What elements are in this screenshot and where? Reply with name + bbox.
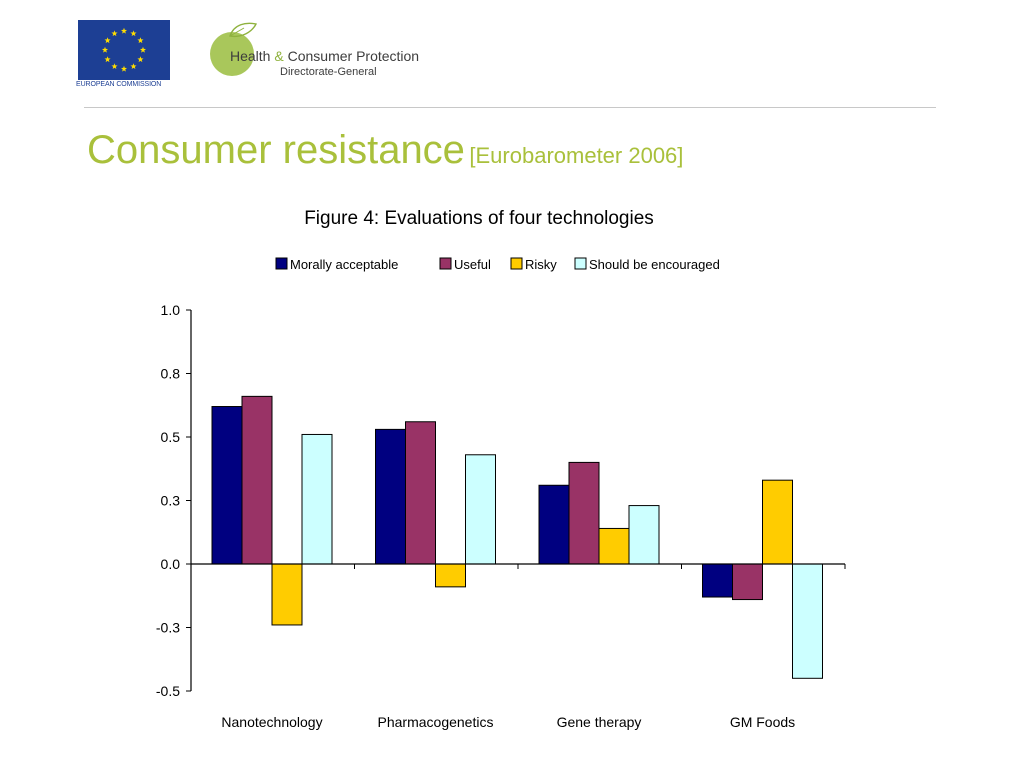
legend-label: Should be encouraged — [589, 257, 720, 272]
bar — [538, 484, 570, 565]
chart-axes: 1.0 0.8 0.5 0.3 0.0 -0.3 -0.5 — [156, 302, 846, 699]
x-tick-label: Gene therapy — [557, 714, 642, 730]
bar — [405, 421, 436, 565]
dg-circle-icon — [210, 32, 254, 76]
legend-label: Morally acceptable — [290, 257, 398, 272]
dg-subtitle: Directorate-General — [280, 66, 377, 78]
chart-bars: Nanotechnology Pharmacogenetics Gene thera… — [211, 395, 823, 730]
eu-flag-icon — [78, 20, 170, 80]
eu-star-icon — [137, 56, 144, 63]
slide-title-main: Consumer resistance — [87, 128, 465, 172]
y-tick-label: 0.5 — [161, 429, 181, 445]
dg-sanco-logo: Health & Consumer Protection Directorate… — [208, 22, 468, 82]
dg-name-health: Health — [230, 48, 271, 64]
leaf-icon — [229, 22, 258, 38]
bar — [271, 563, 303, 626]
eu-stars-icon — [101, 27, 147, 72]
eu-star-icon — [120, 65, 128, 72]
x-tick-label: Pharmacogenetics — [378, 714, 494, 730]
eu-star-icon — [130, 63, 137, 70]
eu-star-icon — [111, 30, 118, 37]
bar — [568, 461, 600, 565]
bar — [465, 454, 496, 565]
bar — [792, 563, 823, 679]
bar — [211, 406, 243, 565]
bar — [435, 563, 466, 588]
legend-label: Risky — [525, 257, 557, 272]
y-tick-label: -0.3 — [156, 620, 180, 636]
eu-star-icon — [104, 37, 111, 44]
y-tick-label: 0.8 — [161, 366, 181, 382]
bar — [628, 505, 660, 565]
eu-star-icon — [139, 46, 147, 53]
eu-star-icon — [137, 37, 144, 44]
eu-star-icon — [104, 56, 111, 63]
eu-star-icon — [130, 30, 137, 37]
chart-legend: Morally acceptable Useful Risky Should be e… — [275, 257, 720, 272]
european-commission-logo: EUROPEAN COMMISSION — [76, 18, 172, 94]
y-tick-label: 1.0 — [161, 302, 181, 318]
legend-swatch — [574, 257, 587, 270]
eu-label: EUROPEAN COMMISSION — [76, 81, 162, 88]
bar — [762, 479, 793, 565]
bar — [375, 428, 406, 565]
eu-star-icon — [111, 63, 118, 70]
bar — [598, 527, 630, 565]
bar — [702, 563, 733, 598]
dg-name-rest: Consumer Protection — [287, 48, 420, 64]
eu-star-icon — [101, 46, 109, 53]
bar-chart: Figure 4: Evaluations of four technologi… — [156, 208, 846, 730]
bar — [241, 395, 273, 565]
slide-header: EUROPEAN COMMISSION Health & Consumer Pr… — [0, 0, 1024, 110]
x-tick-label: GM Foods — [730, 714, 795, 730]
y-tick-label: 0.0 — [161, 556, 181, 572]
chart-title: Figure 4: Evaluations of four technologi… — [304, 208, 654, 229]
y-tick-label: 0.3 — [161, 493, 181, 509]
x-tick-label: Nanotechnology — [221, 714, 322, 730]
legend-swatch — [275, 257, 288, 270]
dg-name: Health & Consumer Protection — [230, 48, 419, 64]
legend-label: Useful — [454, 257, 491, 272]
legend-swatch — [510, 257, 523, 270]
slide-title-source: [Eurobarometer 2006] — [469, 143, 684, 168]
eu-star-icon — [120, 27, 128, 34]
y-tick-label: -0.5 — [156, 683, 180, 699]
bar — [301, 433, 333, 565]
bar — [732, 563, 763, 601]
header-divider — [84, 107, 936, 108]
dg-name-amp: & — [274, 48, 284, 64]
legend-swatch — [439, 257, 452, 270]
slide-title: Consumer resistance [Eurobarometer 2006] — [87, 128, 683, 173]
